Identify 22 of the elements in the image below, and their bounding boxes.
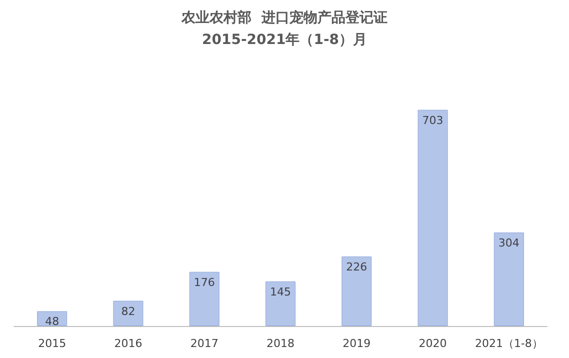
- x-tick-label: 2018: [266, 337, 294, 350]
- data-label: 82: [121, 304, 136, 318]
- chart-subtitle: 2015-2021年（1-8）月: [202, 32, 368, 48]
- data-label: 226: [346, 260, 368, 274]
- x-tick-label: 2019: [342, 337, 371, 350]
- bar: [418, 110, 448, 326]
- data-label: 145: [270, 285, 291, 298]
- chart-title: 农业农村部 进口宠物产品登记证: [180, 9, 388, 26]
- bar: [494, 232, 524, 326]
- data-label: 703: [422, 114, 444, 127]
- data-label: 304: [498, 236, 520, 250]
- x-tick-label: 2015: [38, 337, 66, 350]
- data-label: 48: [45, 315, 60, 328]
- x-tick-label: 2016: [114, 337, 142, 350]
- bar: [342, 256, 372, 326]
- bar: [189, 272, 220, 326]
- bar: [266, 281, 296, 326]
- data-label: 176: [194, 276, 215, 289]
- x-tick-label: 2017: [190, 337, 218, 350]
- bar: [113, 300, 144, 326]
- x-tick-label: 2021（1-8）: [474, 337, 543, 350]
- x-tick-label: 2020: [418, 337, 447, 350]
